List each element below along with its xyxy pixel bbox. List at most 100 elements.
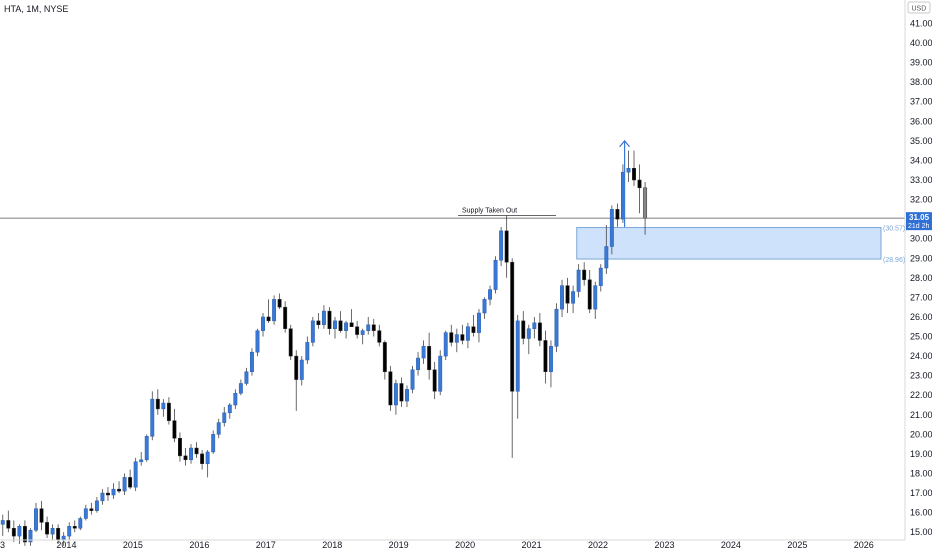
candle[interactable]: [349, 309, 354, 327]
candle[interactable]: [344, 320, 349, 339]
candle[interactable]: [266, 299, 271, 323]
candle[interactable]: [166, 397, 171, 425]
candle[interactable]: [0, 514, 5, 537]
candle[interactable]: [194, 442, 199, 458]
candle[interactable]: [178, 432, 182, 462]
candle[interactable]: [83, 504, 88, 521]
candle[interactable]: [609, 205, 614, 255]
candle[interactable]: [382, 340, 387, 380]
candle[interactable]: [249, 348, 254, 376]
candle[interactable]: [377, 324, 382, 347]
candle[interactable]: [216, 418, 221, 439]
candle[interactable]: [128, 469, 133, 490]
candle[interactable]: [521, 311, 526, 345]
candle[interactable]: [299, 356, 304, 386]
candle[interactable]: [294, 350, 299, 411]
candle[interactable]: [554, 303, 559, 353]
candle[interactable]: [338, 311, 343, 333]
candle[interactable]: [255, 328, 260, 357]
candle[interactable]: [150, 391, 155, 441]
candle[interactable]: [272, 295, 277, 325]
candles-layer[interactable]: [0, 150, 648, 546]
candle[interactable]: [532, 316, 537, 339]
candle[interactable]: [277, 293, 282, 310]
candle[interactable]: [227, 403, 232, 419]
candle[interactable]: [643, 181, 648, 235]
candle[interactable]: [310, 316, 315, 347]
candle[interactable]: [388, 365, 393, 411]
candle[interactable]: [493, 256, 498, 294]
candle[interactable]: [327, 307, 332, 335]
candle[interactable]: [244, 367, 249, 386]
candle[interactable]: [565, 277, 570, 314]
candle[interactable]: [421, 340, 426, 364]
candle[interactable]: [471, 315, 476, 337]
candle[interactable]: [305, 336, 310, 364]
candle[interactable]: [183, 448, 188, 466]
candle[interactable]: [39, 500, 44, 531]
candle[interactable]: [233, 389, 238, 409]
candle[interactable]: [321, 305, 326, 329]
candle[interactable]: [78, 516, 83, 531]
candle[interactable]: [333, 316, 337, 339]
demand-zone[interactable]: [576, 227, 882, 260]
candle[interactable]: [111, 483, 116, 499]
candle[interactable]: [449, 324, 454, 347]
candle[interactable]: [537, 313, 542, 347]
candle[interactable]: [582, 262, 587, 286]
candle[interactable]: [416, 352, 421, 376]
candle[interactable]: [22, 520, 27, 546]
candle[interactable]: [399, 377, 404, 407]
candle[interactable]: [89, 502, 94, 515]
candle[interactable]: [355, 320, 360, 339]
candle[interactable]: [427, 332, 432, 380]
candle[interactable]: [405, 385, 409, 407]
candle[interactable]: [100, 489, 105, 505]
candle[interactable]: [161, 399, 166, 417]
candle[interactable]: [6, 510, 11, 533]
candle[interactable]: [45, 516, 50, 539]
candle[interactable]: [122, 473, 127, 495]
candle[interactable]: [637, 164, 642, 214]
candle[interactable]: [371, 318, 376, 337]
candle[interactable]: [288, 324, 293, 360]
candle[interactable]: [67, 522, 72, 540]
time-axis[interactable]: 13 2014 2015 2016 2017 2018 2019 2020 2021 2022 20…: [0, 540, 874, 550]
candle[interactable]: [72, 520, 77, 533]
candle[interactable]: [17, 524, 22, 544]
candle[interactable]: [632, 150, 636, 186]
candle[interactable]: [549, 340, 553, 388]
candle[interactable]: [576, 264, 581, 298]
candle[interactable]: [515, 315, 520, 419]
candle[interactable]: [200, 450, 205, 470]
candle[interactable]: [238, 379, 243, 396]
candle[interactable]: [155, 389, 160, 415]
candle[interactable]: [560, 279, 564, 317]
candle[interactable]: [482, 297, 487, 319]
candle[interactable]: [543, 330, 548, 384]
candle[interactable]: [598, 264, 603, 292]
candle[interactable]: [133, 457, 138, 492]
candle[interactable]: [139, 451, 144, 466]
candle[interactable]: [211, 430, 216, 454]
candle[interactable]: [189, 444, 193, 464]
candle[interactable]: [222, 406, 227, 427]
candle[interactable]: [28, 528, 33, 546]
candle[interactable]: [587, 270, 592, 314]
candle[interactable]: [443, 330, 448, 360]
candle[interactable]: [571, 285, 576, 314]
candle[interactable]: [366, 316, 371, 335]
candle[interactable]: [438, 350, 443, 396]
price-axis[interactable]: 15.00 16.00 17.00 18.00 19.00 20.00 21.00 22.00…: [906, 18, 932, 537]
candle[interactable]: [50, 524, 55, 540]
candle[interactable]: [488, 285, 492, 306]
candle[interactable]: [106, 487, 110, 501]
candle[interactable]: [316, 313, 321, 329]
candle[interactable]: [615, 203, 620, 227]
candle[interactable]: [477, 309, 481, 343]
candle[interactable]: [454, 328, 459, 353]
candle[interactable]: [626, 150, 631, 182]
candle[interactable]: [94, 496, 99, 513]
